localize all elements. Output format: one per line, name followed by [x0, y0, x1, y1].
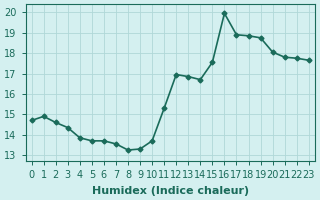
- X-axis label: Humidex (Indice chaleur): Humidex (Indice chaleur): [92, 186, 249, 196]
